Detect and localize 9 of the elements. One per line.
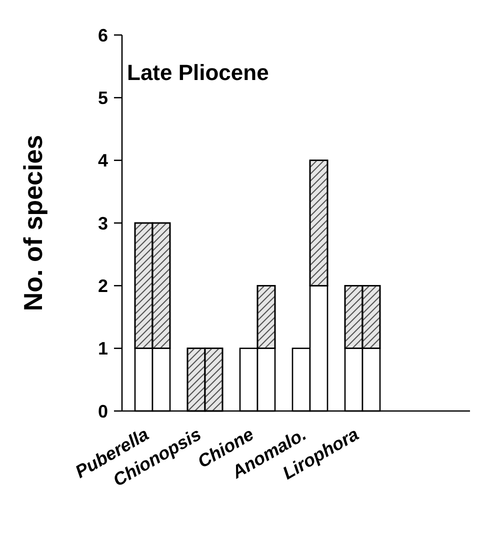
y-tick-label: 5 <box>98 88 108 108</box>
y-tick-label: 1 <box>98 338 108 359</box>
y-tick-label: 0 <box>98 401 108 422</box>
y-tick-label: 4 <box>98 150 108 171</box>
y-tick-label: 3 <box>98 213 108 234</box>
y-tick-label: 2 <box>98 276 108 296</box>
text: Late Pliocene <box>127 60 269 85</box>
y-axis-title: No. of species <box>18 134 48 312</box>
y-tick-label: 6 <box>98 25 108 46</box>
